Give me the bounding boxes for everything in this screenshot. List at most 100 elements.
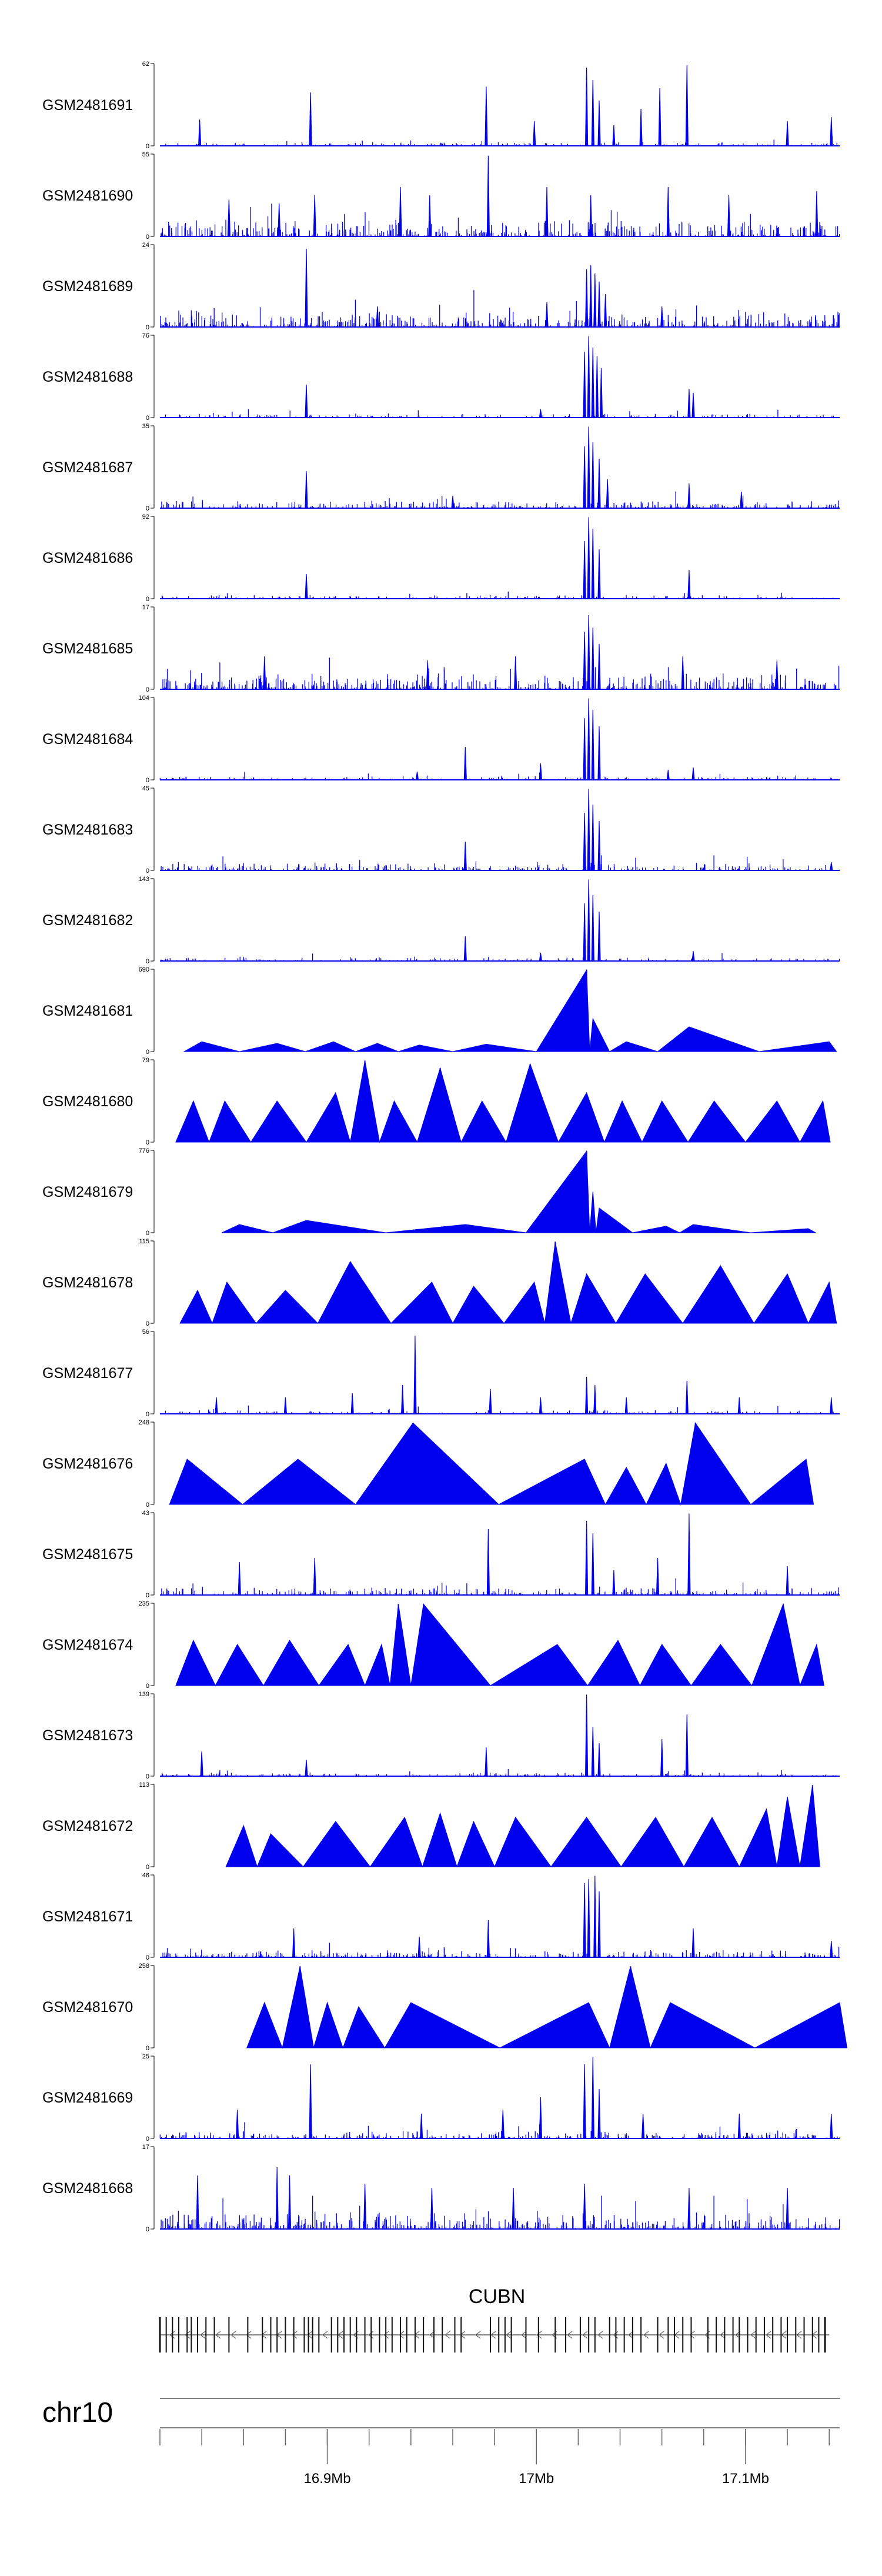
coverage-peak: [591, 1533, 594, 1596]
track-label: GSM2481687: [42, 459, 133, 476]
coverage-peak: [603, 293, 607, 328]
chromosome-label: chr10: [42, 2397, 113, 2428]
y-max-label: 25: [142, 2053, 149, 2060]
y-min-label: 0: [146, 1411, 149, 1418]
y-max-label: 248: [139, 1419, 149, 1426]
coverage-peak: [685, 1380, 689, 1414]
gene-exon: [191, 2317, 192, 2353]
coverage-peak: [313, 195, 316, 237]
coverage-peak: [415, 771, 419, 780]
coverage-peak: [350, 1393, 354, 1414]
coverage-noise: [159, 409, 839, 418]
strand-chevron: [536, 2331, 542, 2339]
coverage-peak: [687, 2187, 691, 2230]
gene-exon: [690, 2317, 692, 2353]
y-min-label: 0: [146, 1320, 149, 1327]
track-label: GSM2481688: [42, 369, 133, 385]
coverage-peak: [485, 1747, 488, 1777]
coverage-peak: [545, 302, 549, 328]
track-label: GSM2481675: [42, 1546, 133, 1563]
track-gsm2481678: GSM2481678 115 0: [42, 1238, 837, 1327]
strand-chevron: [429, 2331, 435, 2339]
gene-exon: [489, 2317, 491, 2353]
coverage-noise: [160, 290, 840, 327]
strand-chevron: [215, 2331, 221, 2339]
track-gsm2481673: GSM2481673 139 0: [42, 1691, 840, 1780]
track-label: GSM2481681: [42, 1003, 133, 1019]
strand-chevron: [506, 2331, 512, 2339]
strand-chevron: [383, 2331, 389, 2339]
coverage-peak: [584, 67, 589, 146]
y-min-label: 0: [146, 2135, 149, 2143]
gene-exon: [811, 2317, 813, 2353]
track-gsm2481681: GSM2481681 690 0: [42, 966, 837, 1056]
gene-exon: [772, 2317, 774, 2353]
coverage-peak: [830, 2113, 833, 2139]
gene-exon: [165, 2317, 167, 2353]
y-max-label: 76: [142, 332, 149, 339]
coverage-peak: [597, 100, 601, 146]
coverage-peak: [196, 2175, 199, 2230]
gene-exon: [442, 2317, 443, 2353]
gene-exon: [159, 2317, 161, 2353]
coverage-peak: [691, 392, 695, 418]
coverage-noise: [160, 591, 834, 599]
coverage-peak: [591, 442, 594, 509]
axis-tick-label: 17Mb: [519, 2471, 554, 2487]
y-min-label: 0: [146, 1501, 149, 1509]
coverage-peak: [830, 1397, 833, 1414]
coverage-peak: [591, 627, 594, 690]
track-gsm2481668: GSM2481668 17 0: [42, 2144, 840, 2233]
gene-exon: [525, 2317, 527, 2353]
track-gsm2481672: GSM2481672 113 0: [42, 1781, 820, 1871]
track-gsm2481670: GSM2481670 258 0: [42, 1963, 848, 2052]
coverage-peak: [830, 116, 833, 146]
track-gsm2481691: GSM2481691 62 0: [42, 61, 840, 150]
coverage-peak: [227, 199, 231, 237]
y-min-label: 0: [146, 596, 149, 603]
gene-exon: [276, 2317, 278, 2353]
gene-exon: [579, 2317, 581, 2353]
coverage-peak: [587, 517, 590, 599]
y-max-label: 690: [139, 966, 149, 973]
gene-exon: [454, 2317, 456, 2353]
strand-chevron: [766, 2331, 771, 2339]
gene-exon: [780, 2317, 782, 2353]
y-min-label: 0: [146, 777, 149, 784]
coverage-peak: [830, 862, 833, 871]
y-max-label: 115: [139, 1238, 149, 1245]
y-max-label: 24: [142, 242, 149, 249]
y-max-label: 62: [142, 61, 149, 68]
axis-tick-label: 17.1Mb: [722, 2471, 769, 2487]
gene-exon: [364, 2317, 366, 2353]
coverage-peak: [589, 265, 593, 328]
coverage-noise: [161, 491, 839, 508]
coverage-peak: [399, 186, 402, 237]
y-max-label: 235: [139, 1600, 149, 1607]
coverage-peak: [597, 1743, 601, 1777]
coverage-peak: [584, 1520, 589, 1596]
coverage-peak: [660, 306, 664, 328]
coverage-peak: [583, 540, 586, 599]
strand-chevron: [200, 2331, 206, 2339]
coverage-peak: [591, 895, 594, 962]
coverage-peak: [486, 1529, 490, 1596]
coverage-noise: [161, 203, 840, 236]
gene-exon: [186, 2317, 188, 2353]
track-gsm2481674: GSM2481674 235 0: [42, 1600, 824, 1690]
gene-exon: [349, 2317, 351, 2353]
gene-exon: [640, 2317, 642, 2353]
gene-exon: [406, 2317, 407, 2353]
y-min-label: 0: [146, 1954, 149, 1961]
track-gsm2481682: GSM2481682 143 0: [42, 876, 840, 965]
coverage-peak: [656, 1557, 660, 1596]
coverage-peak: [451, 495, 455, 509]
coverage-peak: [597, 911, 601, 962]
track-label: GSM2481686: [42, 550, 133, 566]
coverage-peak: [305, 384, 308, 418]
coverage-peak: [539, 409, 543, 418]
coverage-peak: [363, 2183, 367, 2230]
track-label: GSM2481676: [42, 1456, 133, 1472]
coverage-peak: [786, 1566, 789, 1596]
gene-exon: [460, 2317, 462, 2353]
